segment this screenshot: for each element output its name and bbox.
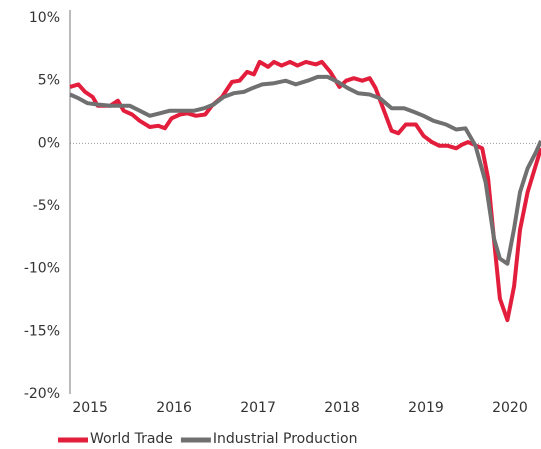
- legend-label: World Trade: [90, 431, 173, 447]
- series-line: [69, 59, 541, 323]
- y-tick-label: -20%: [24, 386, 60, 402]
- x-tick-label: 2015: [72, 400, 108, 416]
- y-tick-label: 0%: [38, 135, 60, 151]
- y-tick-label: -15%: [24, 323, 60, 339]
- x-tick-label: 2016: [156, 400, 192, 416]
- series-line: [69, 74, 541, 266]
- y-tick-label: -10%: [24, 261, 60, 277]
- y-tick-label: 10%: [29, 10, 60, 26]
- y-tick-label: -5%: [33, 198, 60, 214]
- x-tick-label: 2018: [324, 400, 360, 416]
- x-tick-label: 2017: [240, 400, 276, 416]
- legend-label: Industrial Production: [213, 431, 358, 447]
- x-tick-label: 2020: [492, 400, 528, 416]
- y-tick-label: 5%: [38, 73, 60, 89]
- x-tick-label: 2019: [408, 400, 444, 416]
